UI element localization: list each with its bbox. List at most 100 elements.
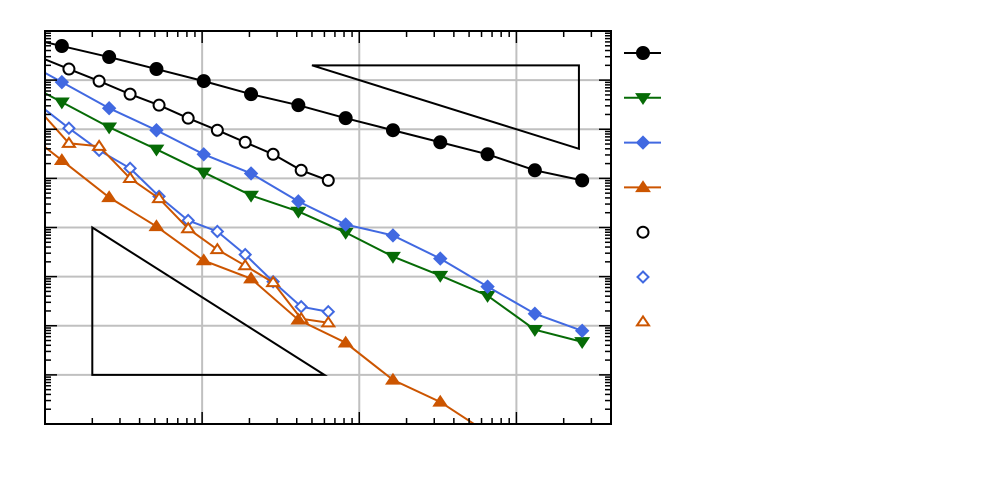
data-point [432, 270, 449, 283]
data-point [338, 111, 353, 126]
data-point [385, 123, 400, 138]
data-point [53, 97, 70, 110]
plot-frame [44, 30, 612, 425]
data-point [8, 117, 22, 128]
data-point [180, 221, 197, 234]
data-point [432, 394, 449, 407]
legend-entry [636, 225, 650, 239]
data-point [433, 251, 448, 266]
data-point [266, 147, 280, 161]
data-point [45, 111, 48, 115]
data-point [101, 122, 118, 135]
legend-entry [635, 314, 651, 327]
data-point [209, 242, 226, 255]
data-point [92, 74, 106, 88]
data-point [290, 206, 307, 219]
data-point [433, 135, 448, 150]
data-point [385, 372, 401, 385]
slope-triangles [91, 64, 580, 376]
data-point [481, 427, 495, 438]
data-point [62, 62, 76, 76]
data-point [53, 153, 70, 166]
series-3 [8, 117, 495, 438]
data-point [149, 123, 164, 138]
series-4 [45, 53, 335, 187]
data-point [210, 123, 224, 137]
data-point [243, 166, 259, 181]
data-point [244, 87, 259, 102]
data-point [575, 173, 590, 188]
data-point [574, 323, 590, 338]
data-point [149, 62, 164, 77]
data-point [54, 39, 69, 54]
legend-entry [624, 180, 661, 193]
legend-marker [636, 270, 650, 284]
data-point [337, 335, 354, 348]
series-line [45, 108, 329, 313]
data-point [291, 98, 306, 113]
series-0 [8, 28, 590, 188]
data-point [45, 103, 47, 107]
data-point [320, 315, 337, 328]
data-point [291, 194, 306, 209]
data-point [181, 111, 195, 125]
data-point [8, 50, 21, 63]
legend [624, 46, 661, 327]
data-point [526, 325, 543, 337]
data-point [195, 167, 212, 180]
data-point [527, 306, 543, 321]
data-point [243, 271, 259, 284]
data-point [195, 253, 212, 266]
legend-entry [636, 270, 650, 284]
data-point [385, 228, 401, 243]
legend-entry [624, 93, 661, 106]
series-2 [8, 50, 590, 338]
legend-marker [635, 135, 651, 150]
legend-marker [635, 314, 651, 327]
data-point [101, 190, 118, 203]
data-point [148, 144, 165, 157]
data-point [527, 163, 542, 178]
data-point [294, 163, 308, 177]
data-point [574, 337, 591, 350]
legend-marker [635, 93, 651, 106]
data-point [8, 73, 22, 84]
data-point [151, 191, 167, 204]
data-point [62, 121, 76, 136]
series-layer [8, 28, 591, 438]
legend-marker [636, 46, 650, 60]
legend-marker [635, 180, 651, 193]
data-point [237, 258, 254, 271]
data-point [321, 173, 335, 187]
legend-entry [624, 46, 661, 60]
data-point [45, 53, 46, 61]
slope-triangle [311, 64, 580, 151]
data-point [123, 87, 137, 101]
data-point [148, 219, 165, 232]
data-point [238, 135, 252, 149]
data-point [102, 50, 117, 65]
data-point [265, 275, 281, 288]
data-point [54, 74, 70, 90]
slope-triangle [91, 225, 328, 376]
legend-marker [636, 225, 650, 239]
data-point [8, 28, 21, 41]
data-point [480, 279, 495, 294]
series-line [45, 71, 583, 332]
data-point [196, 147, 211, 162]
data-point [210, 224, 225, 239]
data-point [91, 139, 107, 151]
data-point [480, 147, 495, 162]
data-point [338, 217, 353, 232]
data-point [101, 101, 117, 116]
data-point [152, 98, 166, 112]
data-point [385, 251, 401, 264]
data-point [122, 171, 138, 183]
legend-entry [624, 135, 661, 150]
series-6 [45, 111, 337, 328]
data-point [243, 190, 259, 203]
data-point [196, 74, 211, 89]
data-point [61, 136, 77, 148]
data-point [290, 312, 307, 325]
